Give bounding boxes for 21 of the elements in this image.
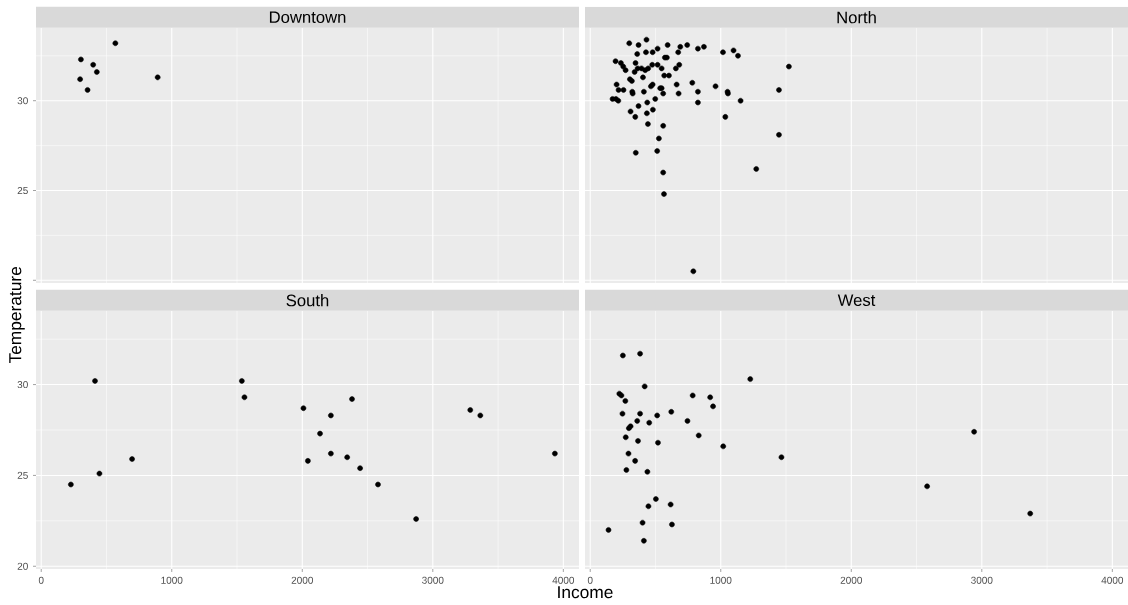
x-tick-label: 1000 <box>710 576 732 584</box>
x-tick-label: 0 <box>587 576 593 584</box>
chart-title: West <box>837 294 876 307</box>
y-tick-label: 25 <box>17 471 28 479</box>
x-tick-label: 4000 <box>1101 576 1124 584</box>
chart-title: South <box>286 294 329 307</box>
y-tick-label: 30 <box>17 97 28 105</box>
x-tick-label: 3000 <box>971 576 993 584</box>
x-tick-label: 4000 <box>552 576 575 584</box>
chart-title: Downtown <box>269 11 346 24</box>
x-axis-title: Income <box>558 586 613 599</box>
y-tick-label: 20 <box>17 562 28 570</box>
y-tick-label: 30 <box>17 381 28 389</box>
x-tick-label: 2000 <box>291 576 314 584</box>
x-tick-label: 3000 <box>422 576 444 584</box>
x-tick-label: 1000 <box>161 576 183 584</box>
y-axis-title: Temperature <box>9 266 25 364</box>
y-tick-label: 25 <box>17 186 28 195</box>
x-tick-label: 0 <box>38 576 44 584</box>
x-tick-label: 2000 <box>840 576 863 584</box>
chart-title: North <box>837 11 876 24</box>
